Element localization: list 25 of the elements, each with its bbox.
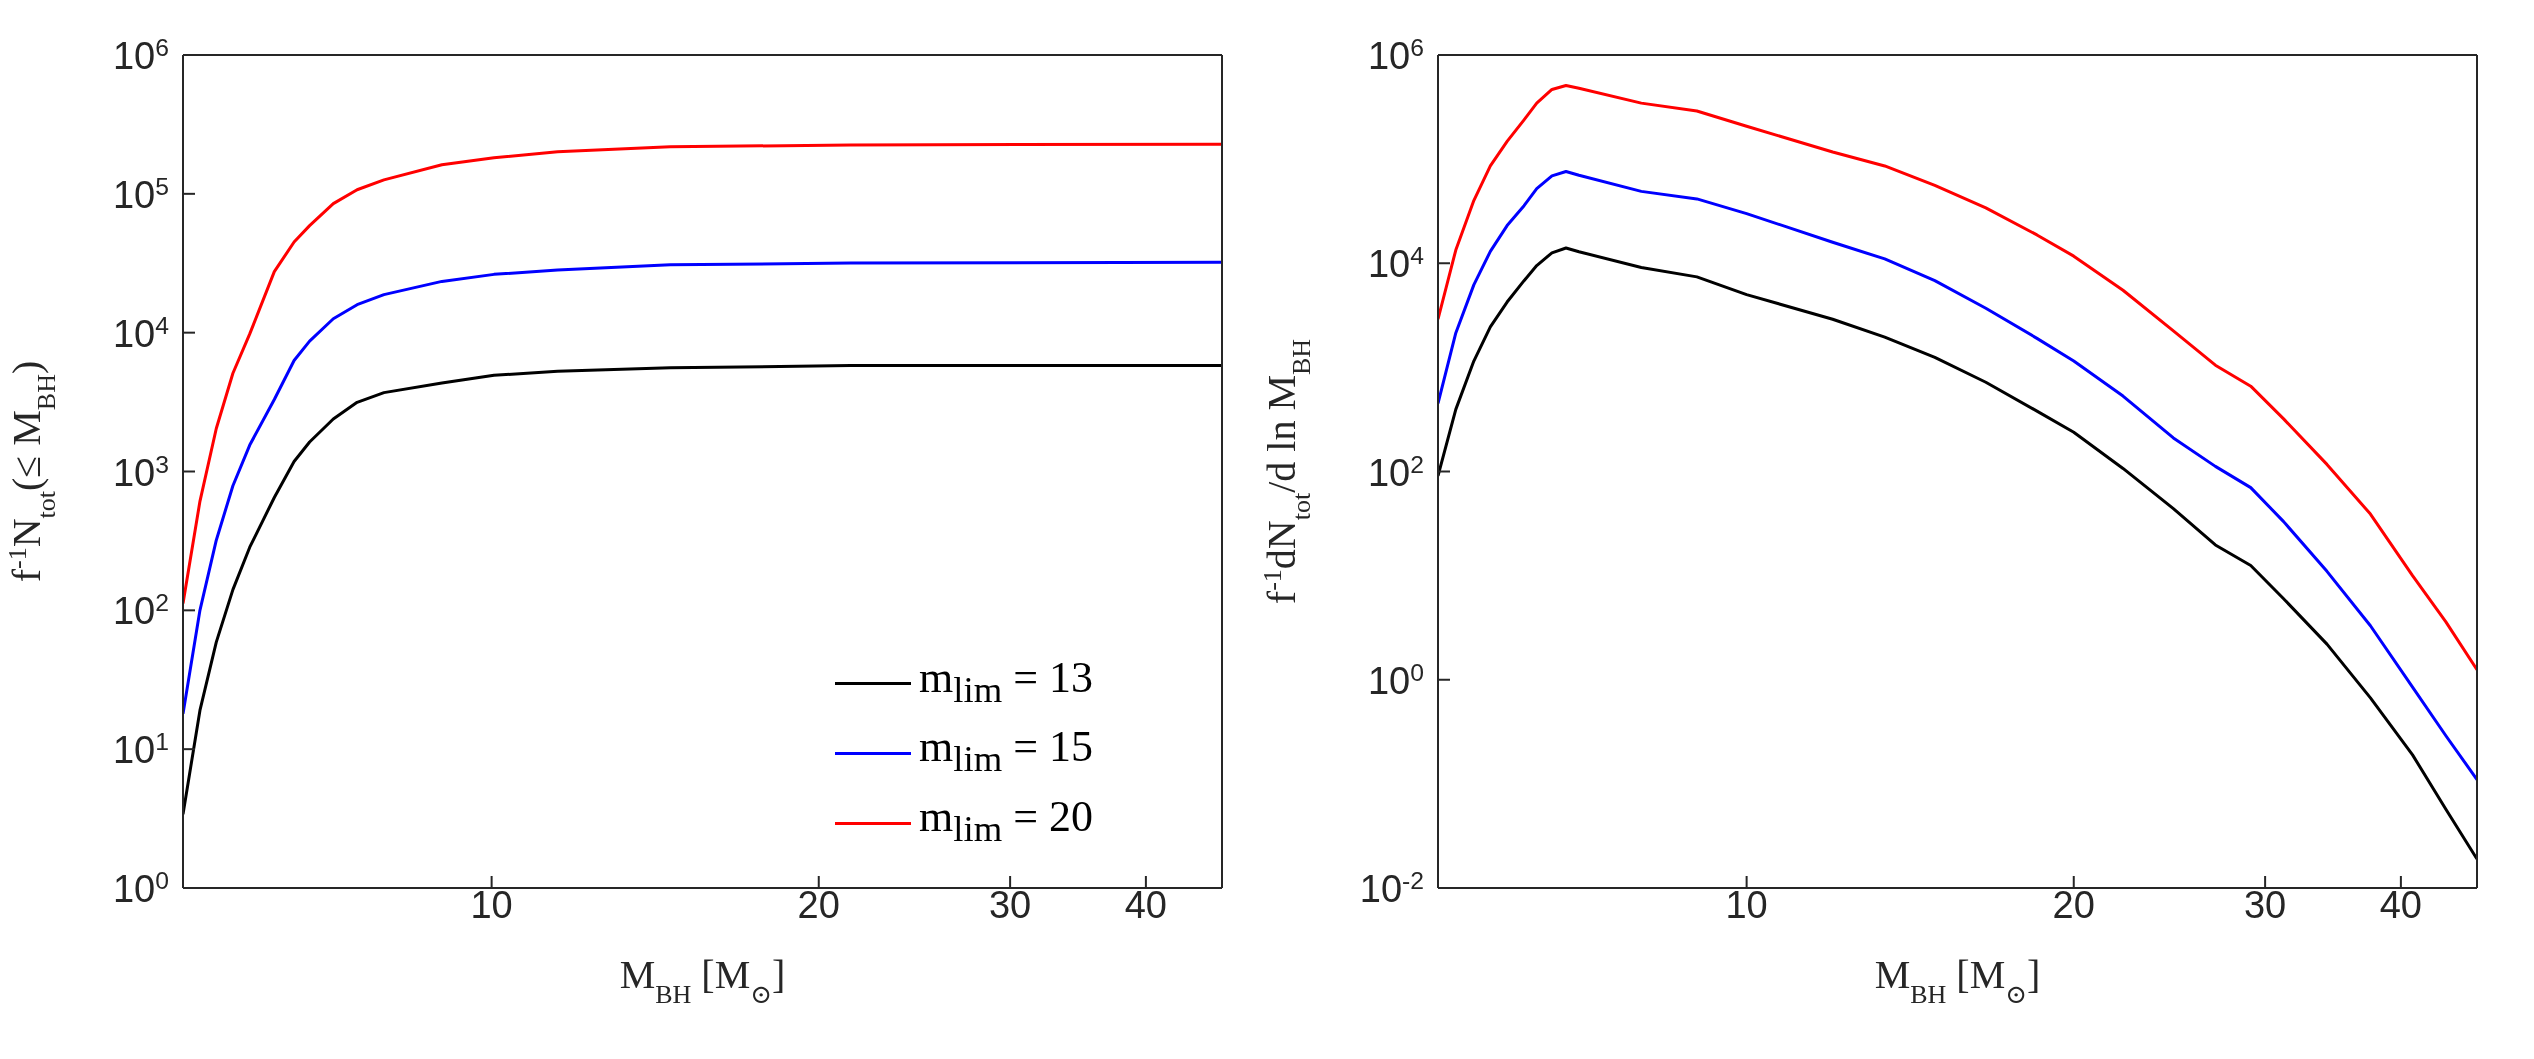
legend-label: m$_{lim}$ = 13 [919,651,1093,712]
y-tick-label: 10$^{3}$ [112,450,169,494]
x-tick-label: 40 [2379,884,2423,926]
y-tick-label: 10$^{-2}$ [1359,866,1424,910]
y-tick-label: 10$^{0}$ [112,866,169,910]
x-axis-title: M$_{BH}$ [M$_{⊙}$] [1874,952,2041,1009]
y-tick-label: 10$^{0}$ [1367,658,1424,702]
x-axis-title: M$_{BH}$ [M$_{⊙}$] [619,952,786,1009]
legend-label: m$_{lim}$ = 20 [919,791,1093,851]
y-tick-label: 10$^{2}$ [1367,450,1424,494]
y-tick-label: 10$^{4}$ [112,311,169,355]
x-tick-label: 10 [1725,884,1768,926]
x-tick-label: 40 [1124,884,1168,926]
x-tick-label: 20 [797,884,840,926]
y-tick-label: 10$^{1}$ [112,727,169,772]
y-tick-label: 10$^{5}$ [112,172,169,216]
x-tick-label: 20 [2052,884,2095,926]
y-tick-label: 10$^{4}$ [1367,241,1424,286]
legend-label: m$_{lim}$ = 15 [919,721,1093,782]
x-tick-label: 30 [988,884,1032,926]
y-tick-label: 10$^{2}$ [112,588,169,633]
y-tick-label: 10$^{6}$ [112,33,169,77]
x-tick-label: 10 [470,884,513,926]
y-tick-label: 10$^{6}$ [1367,33,1424,77]
x-tick-label: 30 [2243,884,2287,926]
